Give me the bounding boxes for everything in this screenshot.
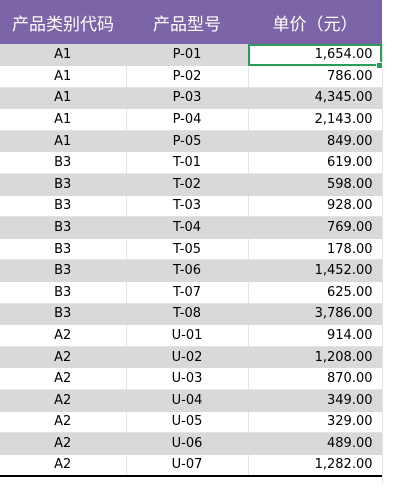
table-row: A2 U-05 329.00	[0, 411, 382, 433]
cell-category-code[interactable]: B3	[0, 174, 126, 196]
cell-category-code[interactable]: A1	[0, 66, 126, 88]
table-row: B3 T-02 598.00	[0, 174, 382, 196]
cell-unit-price[interactable]: 178.00	[248, 238, 382, 260]
cell-category-code[interactable]: B3	[0, 260, 126, 282]
cell-product-model[interactable]: T-06	[126, 260, 248, 282]
cell-product-model[interactable]: T-05	[126, 238, 248, 260]
cell-category-code[interactable]: B3	[0, 303, 126, 325]
cell-product-model[interactable]: T-03	[126, 195, 248, 217]
cell-unit-price[interactable]: 1,282.00	[248, 454, 382, 476]
cell-product-model[interactable]: U-04	[126, 390, 248, 412]
header-unit-price[interactable]: 单价（元）	[248, 0, 382, 44]
cell-unit-price[interactable]: 489.00	[248, 433, 382, 455]
cell-unit-price[interactable]: 3,786.00	[248, 303, 382, 325]
column-divider	[382, 44, 383, 484]
table-row: A2 U-01 914.00	[0, 325, 382, 347]
cell-product-model[interactable]: T-04	[126, 217, 248, 239]
table-row: B3 T-04 769.00	[0, 217, 382, 239]
table-row: A2 U-04 349.00	[0, 390, 382, 412]
table-row: A2 U-06 489.00	[0, 433, 382, 455]
table-row: A1 P-05 849.00	[0, 130, 382, 152]
table-row: A1 P-03 4,345.00	[0, 87, 382, 109]
table-row: A1 P-01 1,654.00	[0, 44, 382, 66]
header-product-category-code[interactable]: 产品类别代码	[0, 0, 126, 44]
cell-category-code[interactable]: A1	[0, 87, 126, 109]
cell-category-code[interactable]: A2	[0, 325, 126, 347]
table-row: A1 P-04 2,143.00	[0, 109, 382, 131]
cell-category-code[interactable]: A2	[0, 390, 126, 412]
cell-product-model[interactable]: T-07	[126, 282, 248, 304]
cell-unit-price[interactable]: 786.00	[248, 66, 382, 88]
cell-product-model[interactable]: U-01	[126, 325, 248, 347]
cell-category-code[interactable]: A2	[0, 454, 126, 476]
table-row: B3 T-03 928.00	[0, 195, 382, 217]
cell-category-code[interactable]: A2	[0, 368, 126, 390]
cell-category-code[interactable]: B3	[0, 238, 126, 260]
fill-handle[interactable]	[376, 62, 383, 69]
cell-product-model[interactable]: T-08	[126, 303, 248, 325]
cell-category-code[interactable]: A2	[0, 411, 126, 433]
cell-unit-price[interactable]: 2,143.00	[248, 109, 382, 131]
cell-unit-price[interactable]: 849.00	[248, 130, 382, 152]
cell-product-model[interactable]: T-01	[126, 152, 248, 174]
cell-unit-price[interactable]: 769.00	[248, 217, 382, 239]
price-table: 产品类别代码 产品型号 单价（元） A1 P-01 1,654.00 A1 P-02 78…	[0, 0, 383, 477]
cell-unit-price[interactable]: 329.00	[248, 411, 382, 433]
cell-product-model[interactable]: U-02	[126, 346, 248, 368]
cell-product-model[interactable]: U-03	[126, 368, 248, 390]
cell-unit-price[interactable]: 1,208.00	[248, 346, 382, 368]
header-row: 产品类别代码 产品型号 单价（元）	[0, 0, 382, 44]
cell-category-code[interactable]: B3	[0, 282, 126, 304]
cell-unit-price[interactable]: 598.00	[248, 174, 382, 196]
cell-category-code[interactable]: A1	[0, 109, 126, 131]
cell-product-model[interactable]: T-02	[126, 174, 248, 196]
table-row: B3 T-01 619.00	[0, 152, 382, 174]
cell-product-model[interactable]: U-07	[126, 454, 248, 476]
cell-product-model[interactable]: P-02	[126, 66, 248, 88]
cell-category-code[interactable]: B3	[0, 217, 126, 239]
cell-product-model[interactable]: U-05	[126, 411, 248, 433]
cell-unit-price[interactable]: 870.00	[248, 368, 382, 390]
table-row: B3 T-08 3,786.00	[0, 303, 382, 325]
cell-unit-price[interactable]: 619.00	[248, 152, 382, 174]
header-product-model[interactable]: 产品型号	[126, 0, 248, 44]
table-row: B3 T-06 1,452.00	[0, 260, 382, 282]
cell-product-model[interactable]: P-05	[126, 130, 248, 152]
cell-unit-price[interactable]: 928.00	[248, 195, 382, 217]
cell-unit-price[interactable]: 1,452.00	[248, 260, 382, 282]
cell-category-code[interactable]: A2	[0, 346, 126, 368]
cell-category-code[interactable]: A1	[0, 130, 126, 152]
cell-product-model[interactable]: P-04	[126, 109, 248, 131]
table-row: A2 U-03 870.00	[0, 368, 382, 390]
table-row: B3 T-07 625.00	[0, 282, 382, 304]
table-row: A1 P-02 786.00	[0, 66, 382, 88]
cell-category-code[interactable]: B3	[0, 152, 126, 174]
table-row: A2 U-07 1,282.00	[0, 454, 382, 476]
cell-product-model[interactable]: P-01	[126, 44, 248, 66]
cell-category-code[interactable]: B3	[0, 195, 126, 217]
cell-unit-price[interactable]: 914.00	[248, 325, 382, 347]
cell-product-model[interactable]: U-06	[126, 433, 248, 455]
cell-unit-price[interactable]: 4,345.00	[248, 87, 382, 109]
cell-unit-price[interactable]: 625.00	[248, 282, 382, 304]
cell-product-model[interactable]: P-03	[126, 87, 248, 109]
cell-unit-price-selected[interactable]: 1,654.00	[248, 44, 382, 66]
table-row: A2 U-02 1,208.00	[0, 346, 382, 368]
cell-unit-price[interactable]: 349.00	[248, 390, 382, 412]
cell-category-code[interactable]: A2	[0, 433, 126, 455]
table-row: B3 T-05 178.00	[0, 238, 382, 260]
cell-category-code[interactable]: A1	[0, 44, 126, 66]
